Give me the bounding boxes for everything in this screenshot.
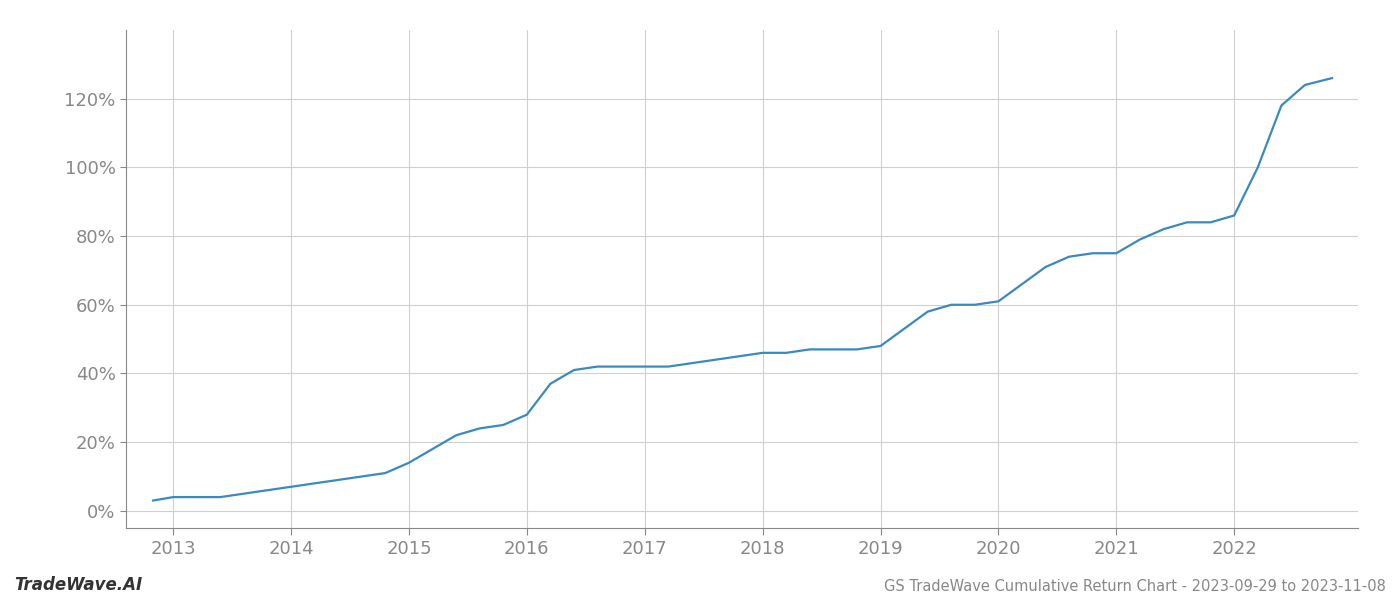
- Text: TradeWave.AI: TradeWave.AI: [14, 576, 143, 594]
- Text: GS TradeWave Cumulative Return Chart - 2023-09-29 to 2023-11-08: GS TradeWave Cumulative Return Chart - 2…: [885, 579, 1386, 594]
